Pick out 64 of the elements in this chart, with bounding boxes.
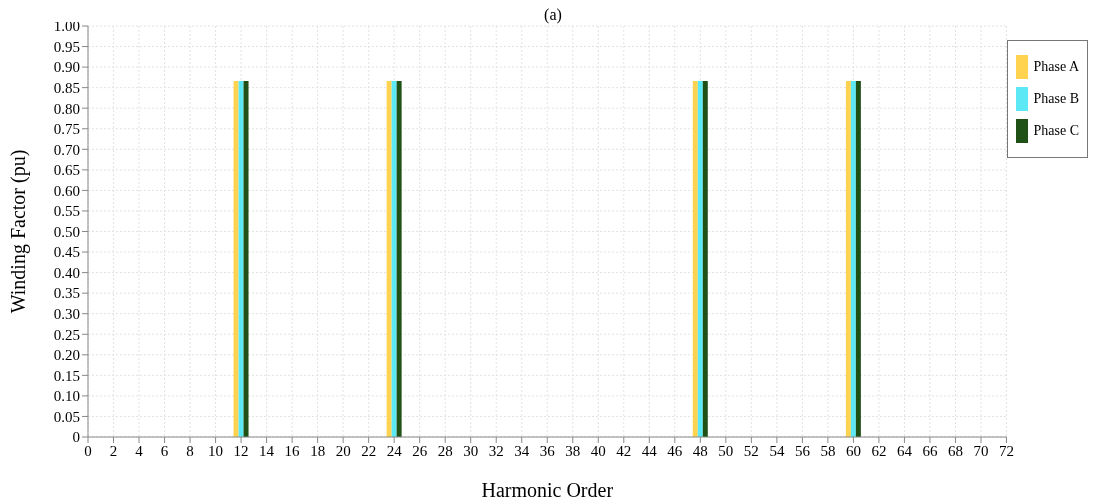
y-tick-label: 0.65	[53, 162, 80, 179]
y-tick-label: 0.15	[53, 367, 80, 384]
x-tick-label: 58	[820, 442, 836, 459]
x-tick-label: 52	[743, 442, 759, 459]
y-axis-title: Winding Factor (pu)	[7, 149, 31, 314]
y-tick-label: 0.35	[53, 285, 80, 302]
y-tick-label: 0.40	[53, 264, 80, 281]
y-tick-label: 0.95	[53, 38, 80, 55]
y-tick-label: 0.30	[53, 306, 80, 323]
x-tick-label: 12	[233, 442, 249, 459]
x-tick-label: 54	[769, 442, 785, 459]
x-tick-label: 68	[947, 442, 963, 459]
y-tick-label: 1.00	[53, 18, 80, 35]
x-tick-label: 6	[160, 442, 169, 459]
x-tick-label: 56	[794, 442, 811, 459]
chart-title: (a)	[544, 6, 562, 23]
x-tick-label: 28	[437, 442, 453, 459]
x-tick-label: 30	[463, 442, 479, 459]
x-tick-label: 66	[922, 442, 938, 459]
x-tick-label: 8	[186, 442, 194, 459]
x-tick-label: 70	[973, 442, 989, 459]
x-tick-label: 18	[310, 442, 326, 459]
x-tick-label: 32	[488, 442, 504, 459]
y-tick-label: 0.85	[53, 79, 80, 96]
legend-label: Phase B	[1032, 90, 1079, 108]
x-tick-label: 26	[412, 442, 428, 459]
x-tick-label: 24	[386, 442, 403, 459]
x-tick-label: 46	[667, 442, 683, 459]
y-tick-label: 0.75	[53, 121, 80, 138]
x-tick-label: 2	[109, 442, 118, 459]
x-tick-label: 0	[84, 442, 92, 459]
x-tick-label: 16	[284, 442, 301, 459]
x-tick-label: 62	[871, 442, 887, 459]
x-tick-label: 34	[514, 442, 530, 459]
y-tick-label: 0.45	[53, 244, 80, 261]
x-tick-label: 42	[616, 442, 632, 459]
x-tick-label: 48	[692, 442, 708, 459]
y-tick-label: 0.05	[53, 408, 80, 425]
x-tick-label: 40	[590, 442, 606, 459]
y-tick-label: 0.25	[53, 326, 80, 343]
x-tick-label: 60	[845, 442, 861, 459]
y-tick-label: 0.20	[53, 347, 80, 364]
y-tick-label: 0.55	[53, 203, 80, 220]
x-tick-label: 36	[539, 442, 556, 459]
x-tick-label: 50	[718, 442, 734, 459]
y-tick-label: 0.70	[53, 141, 80, 158]
y-tick-label: 0.90	[53, 59, 80, 76]
x-tick-label: 44	[641, 442, 658, 459]
x-tick-label: 22	[361, 442, 377, 459]
y-tick-label: 0	[72, 429, 80, 446]
y-tick-label: 0.80	[53, 100, 80, 117]
y-tick-label: 0.60	[53, 182, 80, 199]
x-tick-label: 64	[896, 442, 913, 459]
legend-label: Phase C	[1032, 122, 1079, 140]
x-tick-label: 4	[135, 442, 144, 459]
x-tick-label: 72	[999, 442, 1014, 459]
x-tick-label: 10	[208, 442, 224, 459]
x-tick-label: 38	[565, 442, 581, 459]
x-tick-label: 20	[335, 442, 351, 459]
y-tick-label: 0.50	[53, 223, 80, 240]
legend-label: Phase A	[1032, 58, 1079, 76]
y-tick-label: 0.10	[53, 388, 80, 405]
x-tick-label: 14	[259, 442, 275, 459]
x-axis-title: Harmonic Order	[481, 479, 614, 497]
